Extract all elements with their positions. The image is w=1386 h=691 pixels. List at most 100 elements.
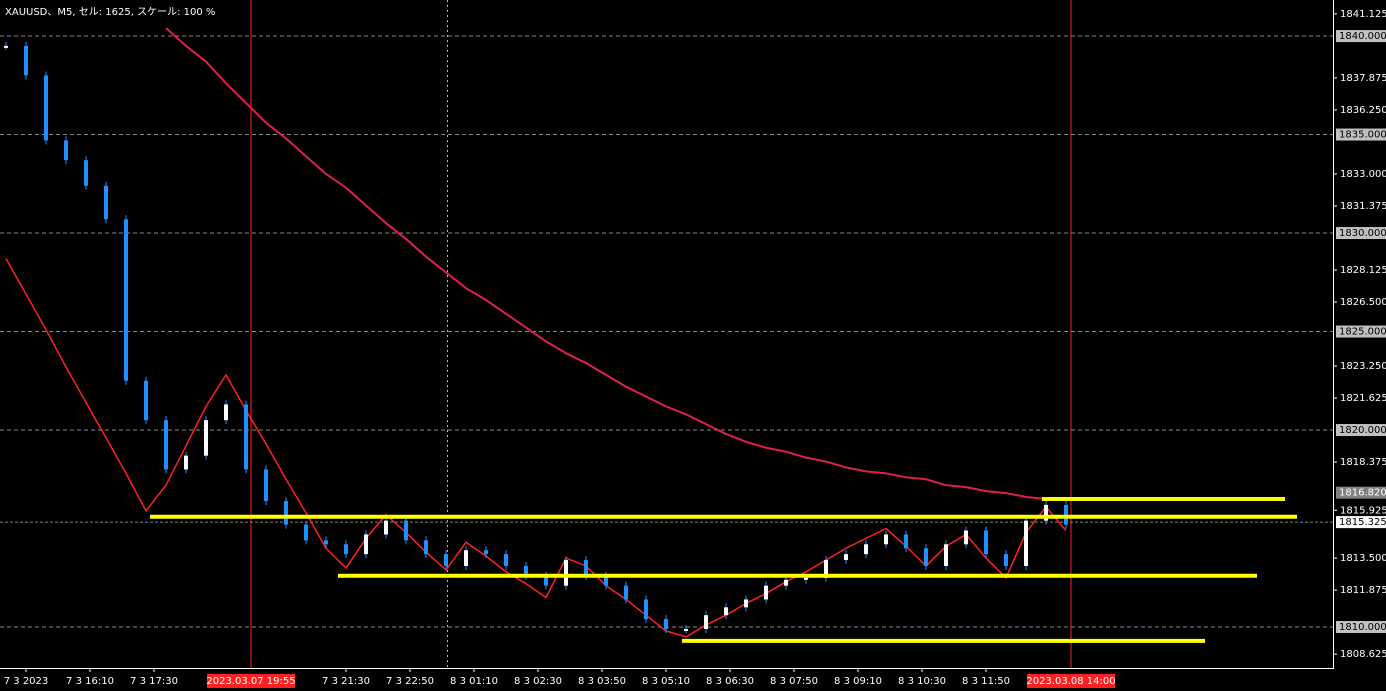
x-tick-label: 8 3 11:50 [962,676,1010,687]
candle [744,599,748,608]
candle [124,219,128,381]
y-tick-label: 1837.875 [1340,73,1386,84]
x-tick-label: 8 3 07:50 [770,676,818,687]
candle [64,140,68,161]
level-label: 1810.000 [1339,622,1386,633]
candle [224,404,228,421]
candle [344,544,348,555]
time-marker-label: 2023.03.08 14:00 [1026,676,1115,687]
candle [684,628,688,631]
y-tick-label: 1821.625 [1340,393,1386,404]
candle [764,585,768,600]
time-marker-label: 2023.03.07 19:55 [206,676,295,687]
candle [244,404,248,470]
x-tick-label: 7 3 21:30 [322,676,370,687]
candle [604,575,608,586]
x-tick-label: 8 3 03:50 [578,676,626,687]
x-tick-label: 8 3 01:10 [450,676,498,687]
time-marker-box [207,674,295,688]
level-label: 1820.000 [1339,425,1386,436]
candle [424,540,428,555]
candle [1024,520,1028,566]
x-tick-label: 8 3 06:30 [706,676,754,687]
candle [264,469,268,501]
candle [484,550,488,555]
x-tick-label: 7 3 22:50 [386,676,434,687]
candle [1044,504,1048,521]
candle [944,544,948,566]
candle [4,45,8,48]
current-price-label: 1815.325 [1339,517,1386,528]
zigzag-line [5,258,1067,638]
candle [524,565,528,576]
candle [304,524,308,541]
level-label-box [1336,621,1386,634]
candle [544,575,548,586]
candle [24,45,28,76]
candle [564,560,568,586]
x-tick-label: 8 3 10:30 [898,676,946,687]
level-label: 1825.000 [1339,327,1386,338]
level-label-box [1336,325,1386,338]
candle [864,544,868,555]
candle [964,530,968,545]
candle [1004,554,1008,566]
candle [924,548,928,566]
y-tick-label: 1833.000 [1340,169,1386,180]
candle [104,185,108,220]
candle [624,585,628,600]
level-label-box [1336,30,1386,43]
current-price-box [1336,516,1386,529]
candle [664,619,668,629]
x-tick-label: 7 3 2023 [4,676,49,687]
candle [784,579,788,586]
candle [904,534,908,549]
candle [204,420,208,456]
x-tick-label: 7 3 16:10 [66,676,114,687]
candle [324,540,328,545]
candle [184,455,188,470]
candle [384,520,388,535]
time-marker-box [1027,674,1115,688]
y-tick-label: 1811.875 [1340,585,1386,596]
candle [284,500,288,525]
chart-title: XAUUSD、M5, セル: 1625, スケール: 100 % [5,6,215,18]
candle [804,577,808,580]
candle [844,554,848,561]
level-label: 1835.000 [1339,130,1386,141]
highlight-box [1336,486,1386,499]
candle [464,550,468,566]
candle [704,615,708,629]
level-label: 1840.000 [1339,31,1386,42]
candle [724,607,728,616]
moving-average-line [165,27,1066,500]
y-tick-label: 1823.250 [1340,361,1386,372]
candle [644,599,648,620]
level-label-box [1336,424,1386,437]
candle [84,160,88,186]
candle [404,520,408,541]
candle [44,75,48,141]
x-tick-label: 8 3 05:10 [642,676,690,687]
candle [884,534,888,545]
y-tick-label: 1815.925 [1340,505,1386,516]
y-tick-label: 1828.125 [1340,265,1386,276]
candle [504,554,508,566]
y-tick-label: 1841.125 [1340,9,1386,20]
highlight-label: 1816.820 [1339,488,1386,499]
level-label-box [1336,128,1386,141]
candle [824,560,828,578]
y-tick-label: 1818.375 [1340,457,1386,468]
level-label: 1830.000 [1339,228,1386,239]
candle [444,554,448,566]
y-tick-label: 1831.375 [1340,201,1386,212]
candle [584,560,588,576]
y-tick-label: 1808.625 [1340,649,1386,660]
level-label-box [1336,227,1386,240]
x-tick-label: 7 3 17:30 [130,676,178,687]
y-tick-label: 1826.500 [1340,297,1386,308]
candle [164,420,168,470]
y-tick-label: 1813.500 [1340,553,1386,564]
